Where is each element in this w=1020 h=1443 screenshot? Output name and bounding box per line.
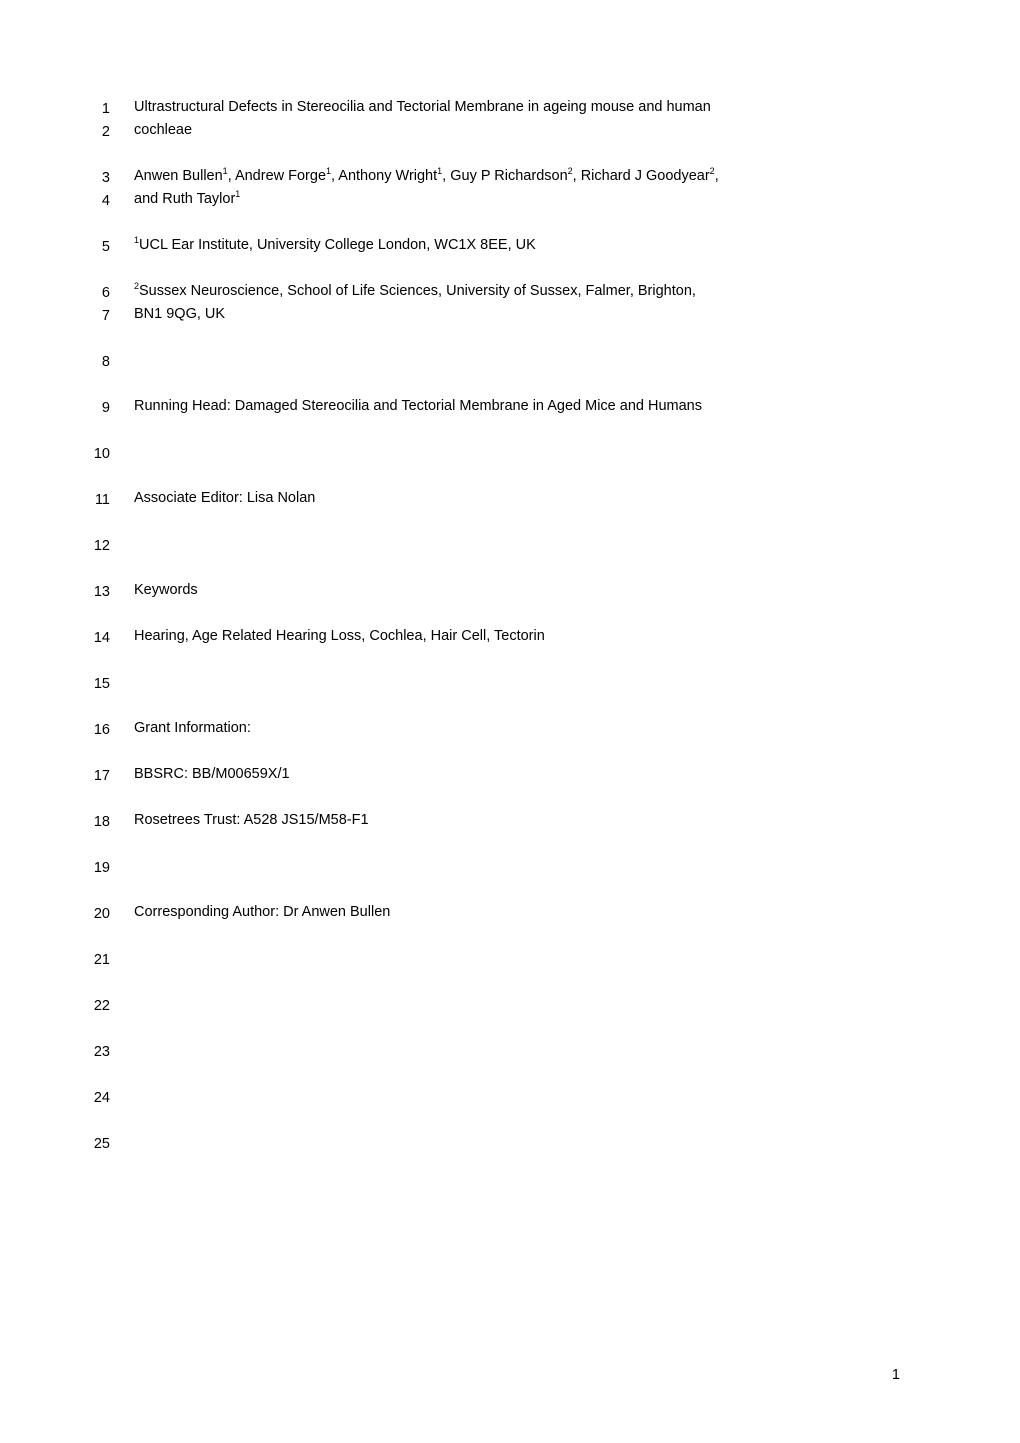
blank-line bbox=[134, 533, 900, 556]
author-text: , Andrew Forge bbox=[228, 168, 326, 184]
line-number: 4 bbox=[102, 190, 110, 213]
line-number: 17 bbox=[94, 765, 110, 788]
line-number: 1 bbox=[102, 98, 110, 121]
line-number: 20 bbox=[94, 903, 110, 926]
author-text: and Ruth Taylor bbox=[134, 191, 235, 207]
blank-line bbox=[134, 441, 900, 464]
title-line-2: cochleae bbox=[134, 122, 192, 138]
author-text: , bbox=[715, 168, 719, 184]
line-number: 2 bbox=[102, 121, 110, 144]
line-number: 15 bbox=[94, 673, 110, 696]
line-number: 10 bbox=[94, 443, 110, 466]
line-number: 25 bbox=[94, 1133, 110, 1156]
line-number: 8 bbox=[102, 351, 110, 374]
associate-editor: Associate Editor: Lisa Nolan bbox=[134, 487, 900, 510]
line-number: 7 bbox=[102, 305, 110, 328]
affiliation-text: BN1 9QG, UK bbox=[134, 306, 225, 322]
line-number: 5 bbox=[102, 236, 110, 259]
manuscript-body: Ultrastructural Defects in Stereocilia a… bbox=[134, 96, 900, 924]
author-text: Anwen Bullen bbox=[134, 168, 223, 184]
line-number: 6 bbox=[102, 282, 110, 305]
line-number: 19 bbox=[94, 857, 110, 880]
line-number: 12 bbox=[94, 535, 110, 558]
line-number: 22 bbox=[94, 995, 110, 1018]
line-number: 13 bbox=[94, 581, 110, 604]
line-number: 9 bbox=[102, 397, 110, 420]
line-number: 21 bbox=[94, 949, 110, 972]
line-number: 11 bbox=[95, 489, 110, 512]
affiliation-text: Sussex Neuroscience, School of Life Scie… bbox=[139, 283, 696, 299]
author-text: , Richard J Goodyear bbox=[573, 168, 710, 184]
blank-line bbox=[134, 855, 900, 878]
grant-1: BBSRC: BB/M00659X/1 bbox=[134, 763, 900, 786]
title-paragraph: Ultrastructural Defects in Stereocilia a… bbox=[134, 96, 900, 142]
line-number: 3 bbox=[102, 167, 110, 190]
authors-paragraph: Anwen Bullen1, Andrew Forge1, Anthony Wr… bbox=[134, 165, 900, 211]
corresponding-author: Corresponding Author: Dr Anwen Bullen bbox=[134, 901, 900, 924]
affiliation-1: 1UCL Ear Institute, University College L… bbox=[134, 234, 900, 257]
line-number: 23 bbox=[94, 1041, 110, 1064]
title-line-1: Ultrastructural Defects in Stereocilia a… bbox=[134, 99, 711, 115]
author-text: , Guy P Richardson bbox=[442, 168, 567, 184]
line-number: 14 bbox=[94, 627, 110, 650]
running-head: Running Head: Damaged Stereocilia and Te… bbox=[134, 395, 900, 418]
keywords-text: Hearing, Age Related Hearing Loss, Cochl… bbox=[134, 625, 900, 648]
line-number: 18 bbox=[94, 811, 110, 834]
author-sup: 1 bbox=[235, 189, 240, 199]
blank-line bbox=[134, 349, 900, 372]
affiliation-text: UCL Ear Institute, University College Lo… bbox=[139, 237, 536, 253]
line-number: 24 bbox=[94, 1087, 110, 1110]
line-number: 16 bbox=[94, 719, 110, 742]
page-number: 1 bbox=[892, 1367, 900, 1383]
blank-line bbox=[134, 671, 900, 694]
grant-info-label: Grant Information: bbox=[134, 717, 900, 740]
author-text: , Anthony Wright bbox=[331, 168, 437, 184]
keywords-label: Keywords bbox=[134, 579, 900, 602]
grant-2: Rosetrees Trust: A528 JS15/M58-F1 bbox=[134, 809, 900, 832]
affiliation-2: 2Sussex Neuroscience, School of Life Sci… bbox=[134, 280, 900, 326]
